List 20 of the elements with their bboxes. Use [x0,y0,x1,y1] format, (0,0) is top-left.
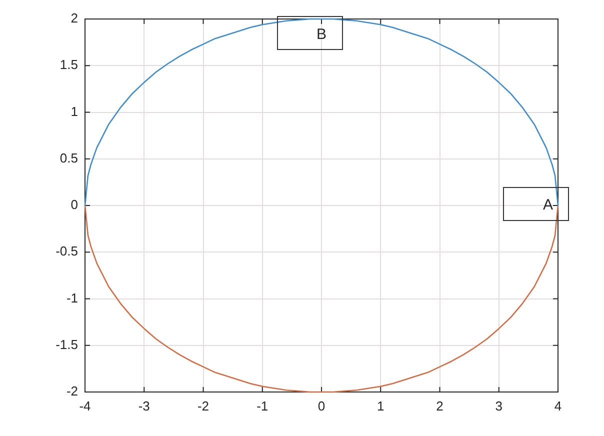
x-tick-label: 3 [495,398,502,414]
y-tick-label: -2 [66,384,78,399]
x-tick-label: -2 [197,398,210,414]
x-tick-label: 1 [377,398,384,414]
x-tick-label: -4 [79,398,91,414]
y-tick-label: 0.5 [60,150,78,166]
x-tick-label: -1 [256,398,268,414]
y-tick-label: -1 [66,290,78,306]
x-tick-label: 4 [554,398,562,414]
y-tick-label: 1 [70,104,78,119]
x-tick-label: -3 [138,398,150,414]
x-tick-label: 2 [436,398,444,414]
y-tick-label: -1.5 [56,336,78,352]
y-tick-label: 2 [70,10,78,26]
y-tick-label: 0 [70,197,78,212]
y-tick-label: -0.5 [56,244,78,259]
annotation: A [542,196,554,214]
y-tick-label: 1.5 [60,57,78,72]
x-tick-label: 0 [318,398,326,414]
annotation: B [316,26,327,44]
